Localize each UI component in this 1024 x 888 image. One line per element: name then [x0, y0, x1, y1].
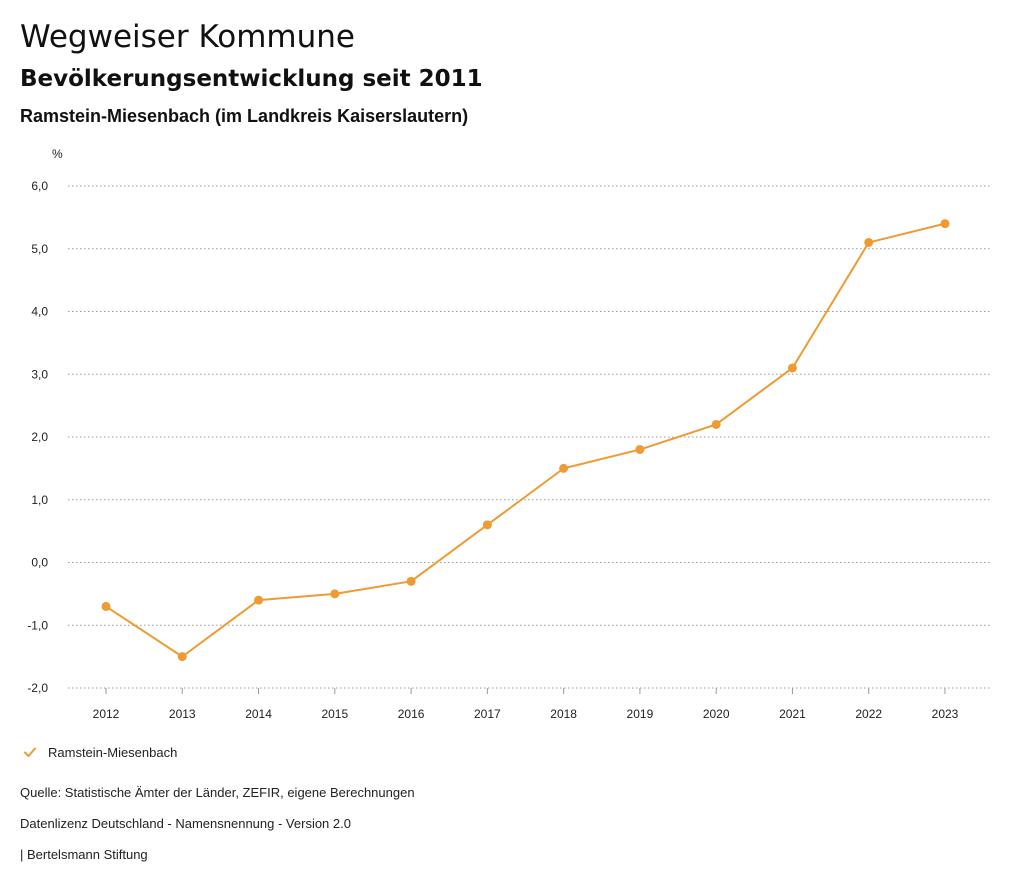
y-tick-label: 0,0 [31, 556, 48, 570]
x-tick-label: 2018 [550, 707, 577, 721]
x-tick-label: 2017 [474, 707, 501, 721]
x-tick-label: 2012 [93, 707, 120, 721]
chart-subtitle: Bevölkerungsentwicklung seit 2011 [20, 66, 483, 92]
data-point[interactable] [101, 601, 111, 611]
data-point[interactable] [787, 363, 797, 373]
credit-note: | Bertelsmann Stiftung [20, 847, 148, 862]
x-tick-label: 2022 [855, 707, 882, 721]
legend-item-ramstein-miesenbach[interactable]: Ramstein-Miesenbach [22, 744, 177, 760]
x-tick-label: 2015 [321, 707, 348, 721]
x-tick-label: 2014 [245, 707, 272, 721]
y-tick-label: -2,0 [27, 681, 48, 695]
series-line [105, 222, 946, 658]
x-tick-label: 2016 [398, 707, 425, 721]
y-tick-label: 2,0 [31, 430, 48, 444]
data-point[interactable] [711, 419, 721, 429]
data-point[interactable] [940, 219, 950, 229]
license-note: Datenlizenz Deutschland - Namensnennung … [20, 816, 351, 831]
series-lines [105, 222, 946, 658]
x-tick-label: 2019 [627, 707, 654, 721]
data-point[interactable] [254, 595, 264, 605]
data-point[interactable] [406, 576, 416, 586]
y-tick-label: 4,0 [31, 305, 48, 319]
x-tick-labels: 2012 2013 2014 2015 2016 2017 2018 2019 2020 2021… [93, 688, 959, 721]
data-point[interactable] [635, 445, 645, 455]
source-note: Quelle: Statistische Ämter der Länder, Z… [20, 785, 415, 800]
region-title: Ramstein-Miesenbach (im Landkreis Kaiser… [20, 106, 469, 126]
series-points [101, 219, 950, 662]
y-tick-label: 5,0 [31, 242, 48, 256]
grid-lines [68, 185, 991, 689]
x-tick-label: 2013 [169, 707, 196, 721]
data-point[interactable] [864, 237, 874, 247]
y-axis-unit-label: % [52, 147, 63, 161]
data-point[interactable] [330, 589, 340, 599]
legend-label: Ramstein-Miesenbach [48, 744, 178, 760]
y-tick-label: 6,0 [31, 179, 48, 193]
y-tick-label: -1,0 [27, 618, 48, 632]
x-tick-label: 2023 [932, 707, 959, 721]
y-tick-label: 3,0 [31, 367, 48, 381]
data-point[interactable] [177, 652, 187, 662]
population-chart: % 6,0 5,0 4,0 3,0 2,0 1,0 0,0 -1,0 -2,0 2012 2013… [27, 147, 991, 721]
y-tick-label: 1,0 [31, 493, 48, 507]
data-point[interactable] [559, 463, 569, 473]
data-point[interactable] [482, 520, 492, 530]
checkmark-icon [24, 747, 36, 757]
app-title: Wegweiser Kommune [20, 19, 355, 55]
y-tick-labels: 6,0 5,0 4,0 3,0 2,0 1,0 0,0 -1,0 -2,0 [27, 179, 48, 695]
x-tick-label: 2021 [779, 707, 806, 721]
x-tick-label: 2020 [703, 707, 730, 721]
